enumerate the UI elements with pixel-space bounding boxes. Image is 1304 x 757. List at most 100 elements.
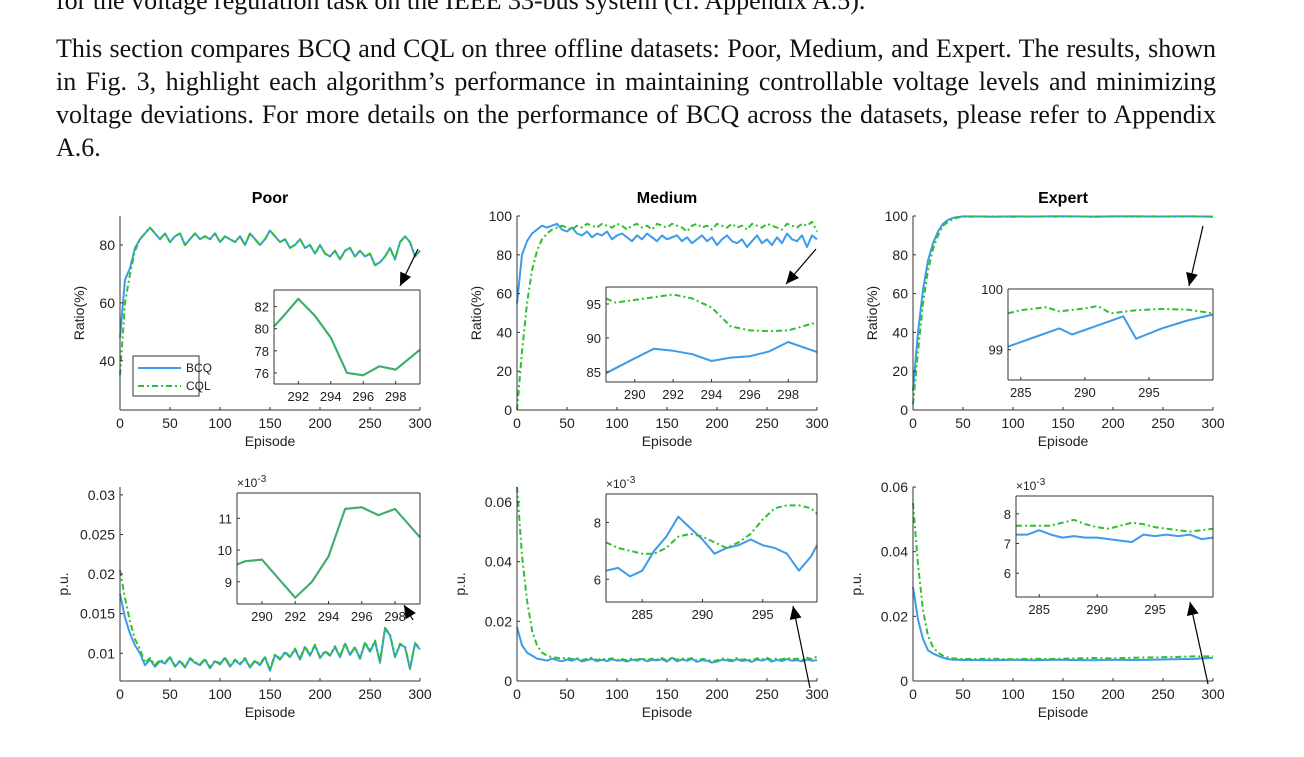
y-tick-label: 0.04 bbox=[485, 554, 512, 570]
x-tick-label: 296 bbox=[739, 387, 761, 402]
x-axis-label: Episode bbox=[1038, 433, 1089, 449]
x-tick-label: 295 bbox=[1144, 602, 1166, 617]
y-tick-label: 0.02 bbox=[485, 613, 512, 629]
y-tick-label: 0 bbox=[900, 402, 908, 418]
x-tick-label: 290 bbox=[692, 607, 714, 622]
x-tick-label: 200 bbox=[1101, 415, 1125, 431]
x-tick-label: 50 bbox=[559, 686, 575, 702]
x-tick-label: 200 bbox=[705, 686, 729, 702]
legend-label-cql: CQL bbox=[186, 379, 211, 393]
y-axis-label: p.u. bbox=[848, 572, 864, 595]
y-tick-label: 0.04 bbox=[881, 544, 908, 560]
x-tick-label: 150 bbox=[1051, 686, 1075, 702]
figure-3: 0 50 100 150 200 250 300406080PoorEpisodeRatio… bbox=[55, 190, 1225, 720]
inset-series-line-bcq bbox=[1016, 529, 1214, 543]
y-tick-label: 8 bbox=[594, 515, 601, 530]
x-tick-label: 300 bbox=[408, 415, 432, 431]
x-axis-label: Episode bbox=[642, 433, 693, 449]
x-tick-label: 50 bbox=[162, 415, 178, 431]
x-tick-label: 295 bbox=[752, 607, 774, 622]
cut-off-text-line: for the voltage regulation task on the I… bbox=[56, 0, 866, 15]
zoom-arrow-head bbox=[1186, 271, 1198, 286]
x-tick-label: 0 bbox=[116, 415, 124, 431]
x-tick-label: 300 bbox=[1201, 686, 1225, 702]
x-axis-label: Episode bbox=[1038, 704, 1089, 720]
x-tick-label: 292 bbox=[662, 387, 684, 402]
x-tick-label: 250 bbox=[358, 415, 382, 431]
y-tick-label: 7 bbox=[1004, 537, 1011, 552]
y-tick-label: 60 bbox=[99, 295, 115, 311]
inset-plot-area bbox=[1008, 289, 1213, 380]
x-tick-label: 150 bbox=[655, 686, 679, 702]
series-line-cql bbox=[119, 226, 421, 376]
x-tick-label: 200 bbox=[705, 415, 729, 431]
series-line-cql bbox=[912, 215, 1214, 405]
y-tick-label: 80 bbox=[496, 247, 512, 263]
y-tick-label: 6 bbox=[594, 572, 601, 587]
series-line-bcq bbox=[516, 222, 818, 304]
y-tick-label: 0 bbox=[504, 673, 512, 689]
body-paragraph: This section compares BCQ and CQL on thr… bbox=[56, 34, 1216, 162]
y-tick-label: 20 bbox=[892, 363, 908, 379]
x-tick-label: 296 bbox=[351, 609, 373, 624]
x-tick-label: 296 bbox=[352, 389, 374, 404]
zoom-arrow-head bbox=[404, 605, 416, 620]
x-axis-label: Episode bbox=[642, 704, 693, 720]
x-tick-label: 250 bbox=[1151, 415, 1175, 431]
inset-plot-area bbox=[606, 494, 817, 602]
x-tick-label: 292 bbox=[284, 609, 306, 624]
x-tick-label: 100 bbox=[208, 415, 232, 431]
x-tick-label: 50 bbox=[955, 415, 971, 431]
y-tick-label: 0.02 bbox=[88, 566, 115, 582]
x-tick-label: 0 bbox=[909, 686, 917, 702]
x-tick-label: 250 bbox=[358, 686, 382, 702]
x-tick-label: 50 bbox=[162, 686, 178, 702]
x-tick-label: 250 bbox=[755, 415, 779, 431]
x-tick-label: 300 bbox=[805, 415, 829, 431]
chart-medium-deviation: 0 50 100 150 200 250 300 0 0.02 0.04 0.06 Episode p.… bbox=[452, 475, 829, 720]
y-tick-label: 0.025 bbox=[80, 527, 115, 543]
x-tick-label: 0 bbox=[513, 415, 521, 431]
inset-zoom-plot: 285 290 295 99 100 bbox=[981, 282, 1214, 400]
zoom-arrow bbox=[1189, 601, 1209, 685]
inset-series-line-cql bbox=[1007, 305, 1214, 315]
inset-series-line-cql bbox=[1016, 518, 1214, 533]
x-tick-label: 298 bbox=[384, 609, 406, 624]
x-tick-label: 294 bbox=[320, 389, 342, 404]
y-tick-label: 99 bbox=[989, 343, 1003, 358]
chart-expert-ratio: 0 50 100 150 200 250 300 0 20 40 60 80 100 Expert Epis… bbox=[864, 190, 1225, 449]
inset-series-line-cql bbox=[273, 297, 421, 377]
x-tick-label: 285 bbox=[1010, 385, 1032, 400]
x-tick-label: 290 bbox=[1074, 385, 1096, 400]
legend: BCQ CQL bbox=[132, 355, 212, 397]
y-tick-label: 0.01 bbox=[88, 645, 115, 661]
inset-zoom-plot: 292 294 296 298 76 78 80 82 bbox=[255, 289, 421, 404]
inset-series-line-bcq bbox=[1007, 313, 1214, 348]
inset-series-line-cql bbox=[236, 506, 421, 599]
chart-medium-ratio: 0 50 100 150 200 250 300 0 20 40 60 80 100 Medium Epis… bbox=[468, 190, 829, 449]
zoom-arrow-head bbox=[789, 606, 802, 620]
x-tick-label: 150 bbox=[655, 415, 679, 431]
y-tick-label: 82 bbox=[255, 300, 269, 315]
chart-title: Poor bbox=[252, 190, 288, 207]
y-tick-label: 10 bbox=[218, 543, 232, 558]
y-tick-label: 0 bbox=[504, 402, 512, 418]
inset-zoom-plot: 290 292 294 296 298 85 90 95 bbox=[587, 286, 818, 402]
legend-label-bcq: BCQ bbox=[186, 361, 212, 375]
x-tick-label: 294 bbox=[701, 387, 723, 402]
chart-poor-deviation: 0 50 100 150 200 250 300 0.01 0.015 0.02 0.025 0.03… bbox=[55, 474, 432, 720]
x-tick-label: 290 bbox=[251, 609, 273, 624]
x-tick-label: 294 bbox=[318, 609, 340, 624]
series-line-cql bbox=[912, 503, 1213, 661]
inset-exponent: -3 bbox=[257, 474, 266, 485]
y-tick-label: 80 bbox=[99, 237, 115, 253]
x-tick-label: 0 bbox=[513, 686, 521, 702]
x-tick-label: 290 bbox=[1086, 602, 1108, 617]
inset-exponent: -3 bbox=[626, 475, 635, 486]
y-tick-label: 100 bbox=[885, 208, 909, 224]
zoom-arrow-head bbox=[1186, 602, 1199, 616]
y-tick-label: 0.06 bbox=[485, 494, 512, 510]
x-tick-label: 285 bbox=[1028, 602, 1050, 617]
inset-plot-area bbox=[274, 290, 420, 384]
